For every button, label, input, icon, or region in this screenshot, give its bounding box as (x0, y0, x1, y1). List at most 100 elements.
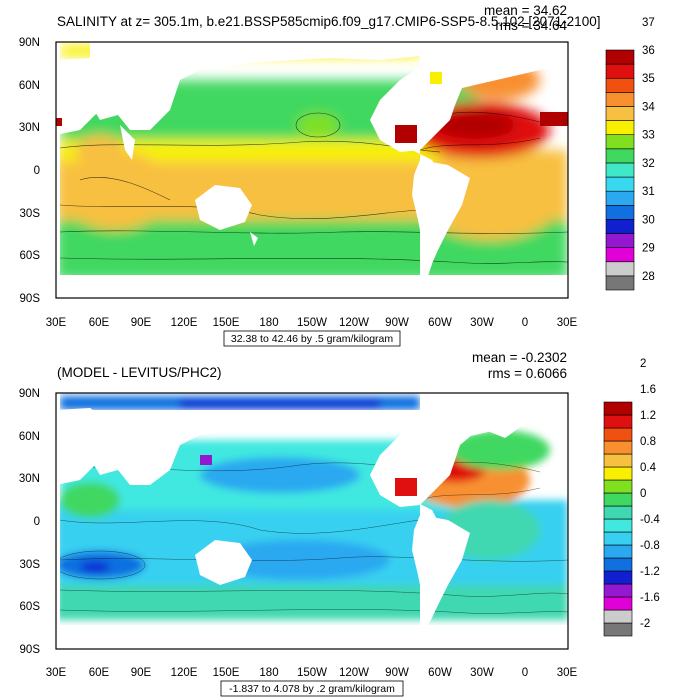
colorbar-swatch (603, 414, 633, 429)
colorbar-swatch (603, 440, 633, 455)
colorbar-swatch (605, 106, 635, 121)
colorbar-label: 0 (640, 488, 646, 500)
x-tick-label: 180 (259, 667, 278, 679)
x-tick-label: 60E (89, 317, 110, 329)
x-tick-label: 30E (46, 667, 67, 679)
x-tick-label: 0 (522, 667, 528, 679)
colorbar-swatch (605, 120, 635, 136)
region-nw-pacific-core (296, 113, 340, 137)
panel-title: SALINITY at z= 305.1m, b.e21.BSSP585cmip… (57, 14, 600, 29)
colorbar-swatch (605, 92, 635, 107)
x-tick-label: 30E (557, 667, 578, 679)
contour-info-box: -1.837 to 4.078 by .2 gram/kilogram (220, 680, 404, 697)
x-tick-label: 150E (213, 317, 240, 329)
x-tick-label: 60W (428, 317, 452, 329)
colorbar-swatch (605, 233, 635, 248)
x-tick-label: 180 (259, 317, 278, 329)
colorbar-swatch (605, 261, 635, 277)
contour-info-box: 32.38 to 42.46 by .5 gram/kilogram (223, 330, 401, 347)
region-tropics (60, 140, 440, 162)
x-axis: 30E 60E 90E 120E 150E 180 150W 120W 90W … (46, 667, 578, 679)
colorbar-label: 37 (642, 17, 655, 29)
colorbar-swatch (605, 176, 635, 192)
colorbar-label: 35 (642, 73, 655, 85)
y-tick-label: 30S (20, 559, 41, 571)
panel-difference: (MODEL - LEVITUS/PHC2) mean = -0.2302 rm… (19, 350, 660, 697)
colorbar-label: 0.8 (640, 436, 656, 448)
x-tick-label: 90E (131, 667, 152, 679)
x-tick-label: 120E (171, 317, 198, 329)
colorbar-swatch (605, 49, 635, 65)
x-tick-label: 90W (385, 667, 409, 679)
x-tick-label: 60E (89, 667, 110, 679)
colorbar-swatch (603, 492, 633, 507)
panel-salinity: SALINITY at z= 305.1m, b.e21.BSSP585cmip… (19, 0, 655, 347)
y-tick-label: 60S (20, 250, 41, 262)
rms-label: rms = 0.6066 (488, 366, 567, 381)
region-arabian-sea (75, 135, 125, 165)
mean-label: mean = -0.2302 (472, 350, 567, 365)
colorbar-swatch (605, 63, 635, 79)
colorbar-label: 30 (642, 214, 655, 226)
colorbar-swatch (603, 466, 633, 481)
x-tick-label: 150E (213, 667, 240, 679)
colorbar-swatch (605, 275, 635, 291)
colorbar-label: 2 (640, 358, 646, 370)
x-tick-label: 30W (470, 667, 494, 679)
y-tick-label: 60N (19, 80, 40, 92)
colorbar-label: 28 (642, 271, 655, 283)
x-axis: 30E 60E 90E 120E 150E 180 150W 120W 90W … (46, 317, 578, 329)
mean-label: mean = 34.62 (484, 3, 567, 18)
colorbar-swatch (603, 583, 633, 598)
panel-title: (MODEL - LEVITUS/PHC2) (57, 365, 222, 380)
colorbar-label: 1.6 (640, 384, 656, 396)
colorbar-label: -1.2 (640, 566, 660, 578)
colorbar-swatch (603, 596, 633, 611)
colorbar-swatch (603, 453, 633, 468)
x-tick-label: 90E (131, 317, 152, 329)
rms-label: rms = 34.64 (495, 18, 567, 33)
colorbar-label: -2 (640, 618, 650, 630)
y-axis: 90N 60N 30N 0 30S 60S 90S (19, 37, 40, 305)
colorbar-label: 31 (642, 186, 655, 198)
y-axis: 90N 60N 30N 0 30S 60S 90S (19, 388, 40, 656)
colorbar-swatch (603, 401, 633, 416)
colorbar-swatch (603, 557, 633, 572)
colorbar-swatch (603, 622, 633, 637)
salinity-field (56, 42, 568, 298)
contour-info: 32.38 to 42.46 by .5 gram/kilogram (231, 333, 394, 345)
colorbar-label: 34 (642, 101, 655, 113)
x-tick-label: 30E (557, 317, 578, 329)
y-tick-label: 90N (19, 37, 40, 49)
colorbar-swatch (603, 609, 633, 624)
colorbar-swatch (603, 544, 633, 559)
y-tick-label: 90S (20, 293, 41, 305)
colorbar-swatch (603, 570, 633, 585)
y-tick-label: 90N (19, 388, 40, 400)
y-tick-label: 60N (19, 431, 40, 443)
colorbar-label: 0.4 (640, 462, 657, 474)
colorbar-swatch (605, 204, 635, 220)
colorbar-swatch (605, 219, 635, 234)
x-tick-label: 90W (385, 317, 409, 329)
colorbar-swatch (605, 162, 635, 178)
x-tick-label: 30E (46, 317, 67, 329)
x-tick-label: 0 (522, 317, 528, 329)
colorbar-label: 36 (642, 45, 655, 57)
y-tick-label: 0 (34, 516, 40, 528)
contour-info: -1.837 to 4.078 by .2 gram/kilogram (229, 683, 395, 695)
colorbar-label: 38 (642, 0, 655, 1)
region-southern-ocean (56, 580, 568, 620)
colorbar-swatch (605, 77, 635, 93)
y-tick-label: 60S (20, 601, 41, 613)
colorbar-swatch (605, 134, 635, 150)
y-tick-label: 30N (19, 473, 40, 485)
colorbar-salinity: 28 29 30 31 32 33 34 35 36 37 38 (605, 0, 655, 291)
x-tick-label: 120W (339, 317, 369, 329)
x-tick-label: 120W (339, 667, 369, 679)
colorbar-label: 29 (642, 243, 655, 255)
colorbar-swatch (605, 190, 635, 206)
colorbar-swatch (603, 427, 633, 442)
colorbar-swatch (603, 479, 633, 494)
colorbar-swatch (603, 505, 633, 520)
